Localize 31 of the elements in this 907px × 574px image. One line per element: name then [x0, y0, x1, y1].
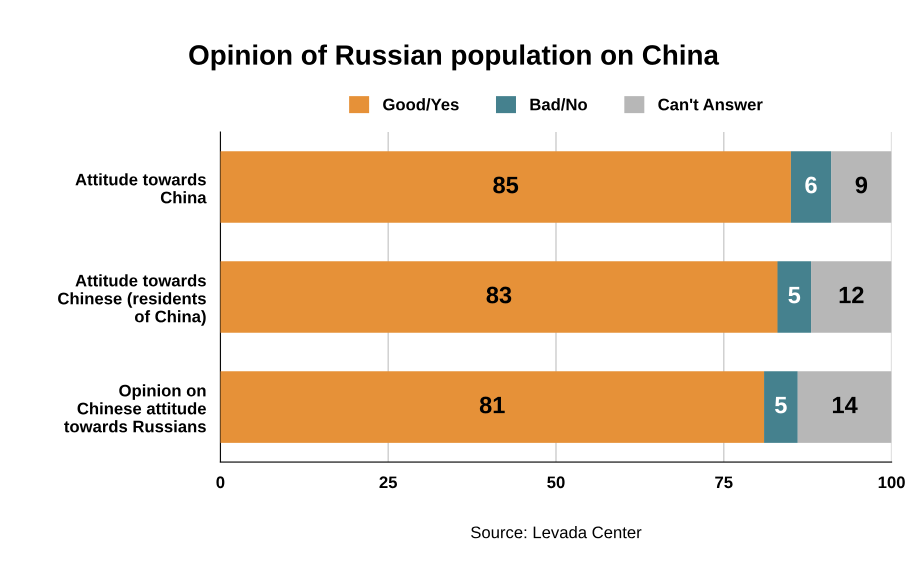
- data-label: 14: [832, 396, 858, 414]
- bar: [220, 371, 764, 443]
- data-label: 6: [805, 176, 817, 194]
- x-tick-label: 100: [878, 476, 905, 488]
- source-note: Source: Levada Center: [471, 526, 642, 538]
- bar: [777, 261, 812, 333]
- data-label: 5: [788, 286, 800, 304]
- data-label: 85: [493, 176, 518, 194]
- x-tick-label: 25: [380, 476, 397, 488]
- data-label: 9: [856, 176, 868, 194]
- legend-label: Good/Yes: [383, 98, 459, 111]
- bar: [831, 151, 892, 223]
- bar: [790, 151, 832, 223]
- chart-title: Opinion of Russian population on China: [189, 44, 720, 70]
- x-tick-label: 50: [547, 476, 565, 488]
- y-tick-label: Attitude towards China: [75, 173, 207, 204]
- x-tick-label: 75: [715, 476, 733, 488]
- y-tick-label: Attitude towards Chinese (residents of China): [58, 274, 206, 326]
- data-label: 83: [486, 286, 512, 304]
- bar: [764, 371, 798, 443]
- data-label: 81: [480, 396, 505, 414]
- bar: [798, 371, 892, 443]
- data-label: 12: [840, 286, 864, 304]
- legend-label: Bad/No: [530, 98, 588, 111]
- x-tick-label: 0: [216, 476, 224, 488]
- bar: [220, 261, 778, 333]
- bar: [811, 261, 892, 333]
- bar: [220, 151, 791, 223]
- y-tick-label: Opinion on Chinese attitude towards Russians: [64, 384, 206, 432]
- legend-label: Can't Answer: [658, 98, 763, 110]
- data-label: 5: [775, 396, 787, 414]
